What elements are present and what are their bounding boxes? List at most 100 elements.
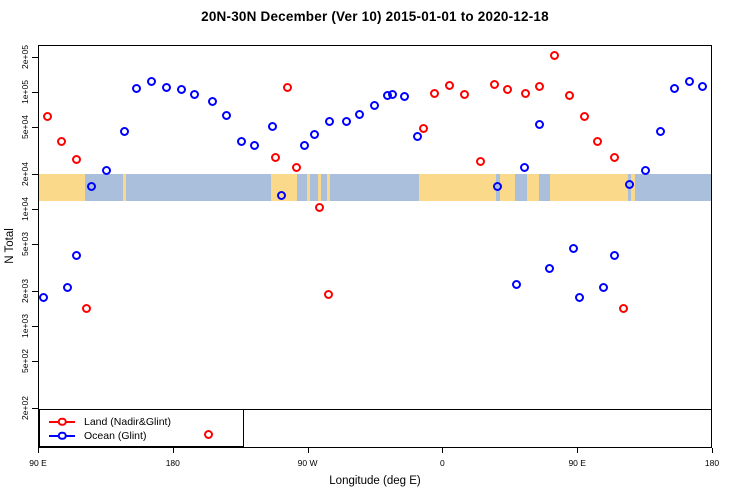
data-point <box>534 119 544 129</box>
y-tick <box>32 56 38 58</box>
ocean-series-symbol <box>49 429 75 442</box>
y-tick <box>32 361 38 363</box>
data-point <box>271 153 281 163</box>
data-point <box>641 165 651 175</box>
x-tick-label: 90 E <box>29 458 47 468</box>
y-axis-title: N Total <box>4 228 16 264</box>
x-tick <box>712 448 713 453</box>
y-tick <box>32 209 38 211</box>
y-tick-label: 1e+05 <box>20 80 30 105</box>
data-point <box>476 157 486 167</box>
y-tick <box>32 326 38 328</box>
data-point <box>419 123 429 133</box>
data-point <box>146 76 156 86</box>
data-point <box>492 182 502 192</box>
data-point <box>314 203 324 213</box>
data-point <box>579 112 589 122</box>
data-point <box>208 96 218 106</box>
data-point <box>549 51 559 61</box>
data-point <box>593 136 603 146</box>
data-point <box>545 263 555 273</box>
y-tick <box>32 173 38 175</box>
x-tick-label: 90 W <box>297 458 318 468</box>
data-point <box>624 180 634 190</box>
data-point <box>119 127 129 137</box>
data-point <box>503 84 513 94</box>
x-tick-label: 90 E <box>568 458 586 468</box>
data-point <box>609 250 619 260</box>
data-point <box>444 81 454 91</box>
data-point <box>71 250 81 260</box>
data-point <box>71 155 81 165</box>
x-tick <box>577 448 579 453</box>
land-segment <box>527 173 540 201</box>
y-tick <box>32 290 38 292</box>
data-point <box>82 304 92 314</box>
data-point <box>62 282 72 292</box>
data-point <box>268 121 278 131</box>
data-point <box>519 163 529 173</box>
data-point <box>176 84 186 94</box>
data-point <box>413 131 423 141</box>
legend: Land (Nadir&Glint) Ocean (Glint) <box>39 408 244 447</box>
data-point <box>86 181 96 191</box>
y-tick-label: 5e+03 <box>20 232 30 257</box>
map-band <box>39 173 711 201</box>
y-tick-label: 2e+02 <box>20 396 30 420</box>
plot-area: Land (Nadir&Glint) Ocean (Glint) <box>38 45 712 448</box>
data-point <box>534 82 544 91</box>
land-segment <box>326 173 330 201</box>
y-tick-label: 2e+05 <box>20 45 30 69</box>
ocean-series-circle-icon <box>57 431 67 441</box>
y-tick-label: 1e+04 <box>20 197 30 222</box>
data-point <box>325 117 335 127</box>
y-tick-label: 2e+03 <box>20 279 30 303</box>
land-segment <box>500 173 516 201</box>
land-segment <box>317 173 321 201</box>
land-segment <box>419 173 496 201</box>
y-tick <box>32 407 38 409</box>
data-point <box>521 88 531 98</box>
y-tick <box>32 92 38 94</box>
legend-label-land: Land (Nadir&Glint) <box>84 415 171 428</box>
y-tick-label: 1e+03 <box>20 314 30 339</box>
data-point <box>599 282 609 292</box>
data-point <box>399 91 409 101</box>
x-tick <box>442 448 444 453</box>
land-segment <box>122 173 126 201</box>
data-point <box>292 163 302 173</box>
y-tick-label: 5e+02 <box>20 349 30 374</box>
land-series-symbol <box>49 415 75 428</box>
reference-line <box>39 408 711 410</box>
data-point <box>56 136 66 146</box>
data-point <box>250 140 260 150</box>
data-point <box>310 130 320 140</box>
land-segment <box>39 173 86 201</box>
data-point <box>43 112 53 122</box>
chart-title: 20N-30N December (Ver 10) 2015-01-01 to … <box>201 9 549 24</box>
data-point <box>190 89 200 99</box>
data-point <box>370 100 379 110</box>
data-point <box>355 109 365 119</box>
x-tick <box>307 448 309 453</box>
data-point <box>429 88 439 98</box>
legend-label-ocean: Ocean (Glint) <box>84 429 147 442</box>
land-segment <box>307 173 311 201</box>
x-axis-title: Longitude (deg E) <box>329 475 421 487</box>
data-point <box>39 292 48 302</box>
legend-entry-ocean: Ocean (Glint) <box>49 429 243 443</box>
data-point <box>575 292 585 302</box>
data-point <box>131 83 141 93</box>
data-point <box>283 82 293 92</box>
data-point <box>236 136 246 146</box>
data-point <box>569 244 579 254</box>
data-point <box>221 111 231 121</box>
x-tick <box>172 448 174 453</box>
data-point <box>277 191 287 201</box>
data-point <box>698 82 707 91</box>
x-tick-label: 180 <box>165 458 180 468</box>
data-point <box>669 83 679 93</box>
legend-entry-land: Land (Nadir&Glint) <box>49 415 243 429</box>
y-tick <box>32 244 38 246</box>
